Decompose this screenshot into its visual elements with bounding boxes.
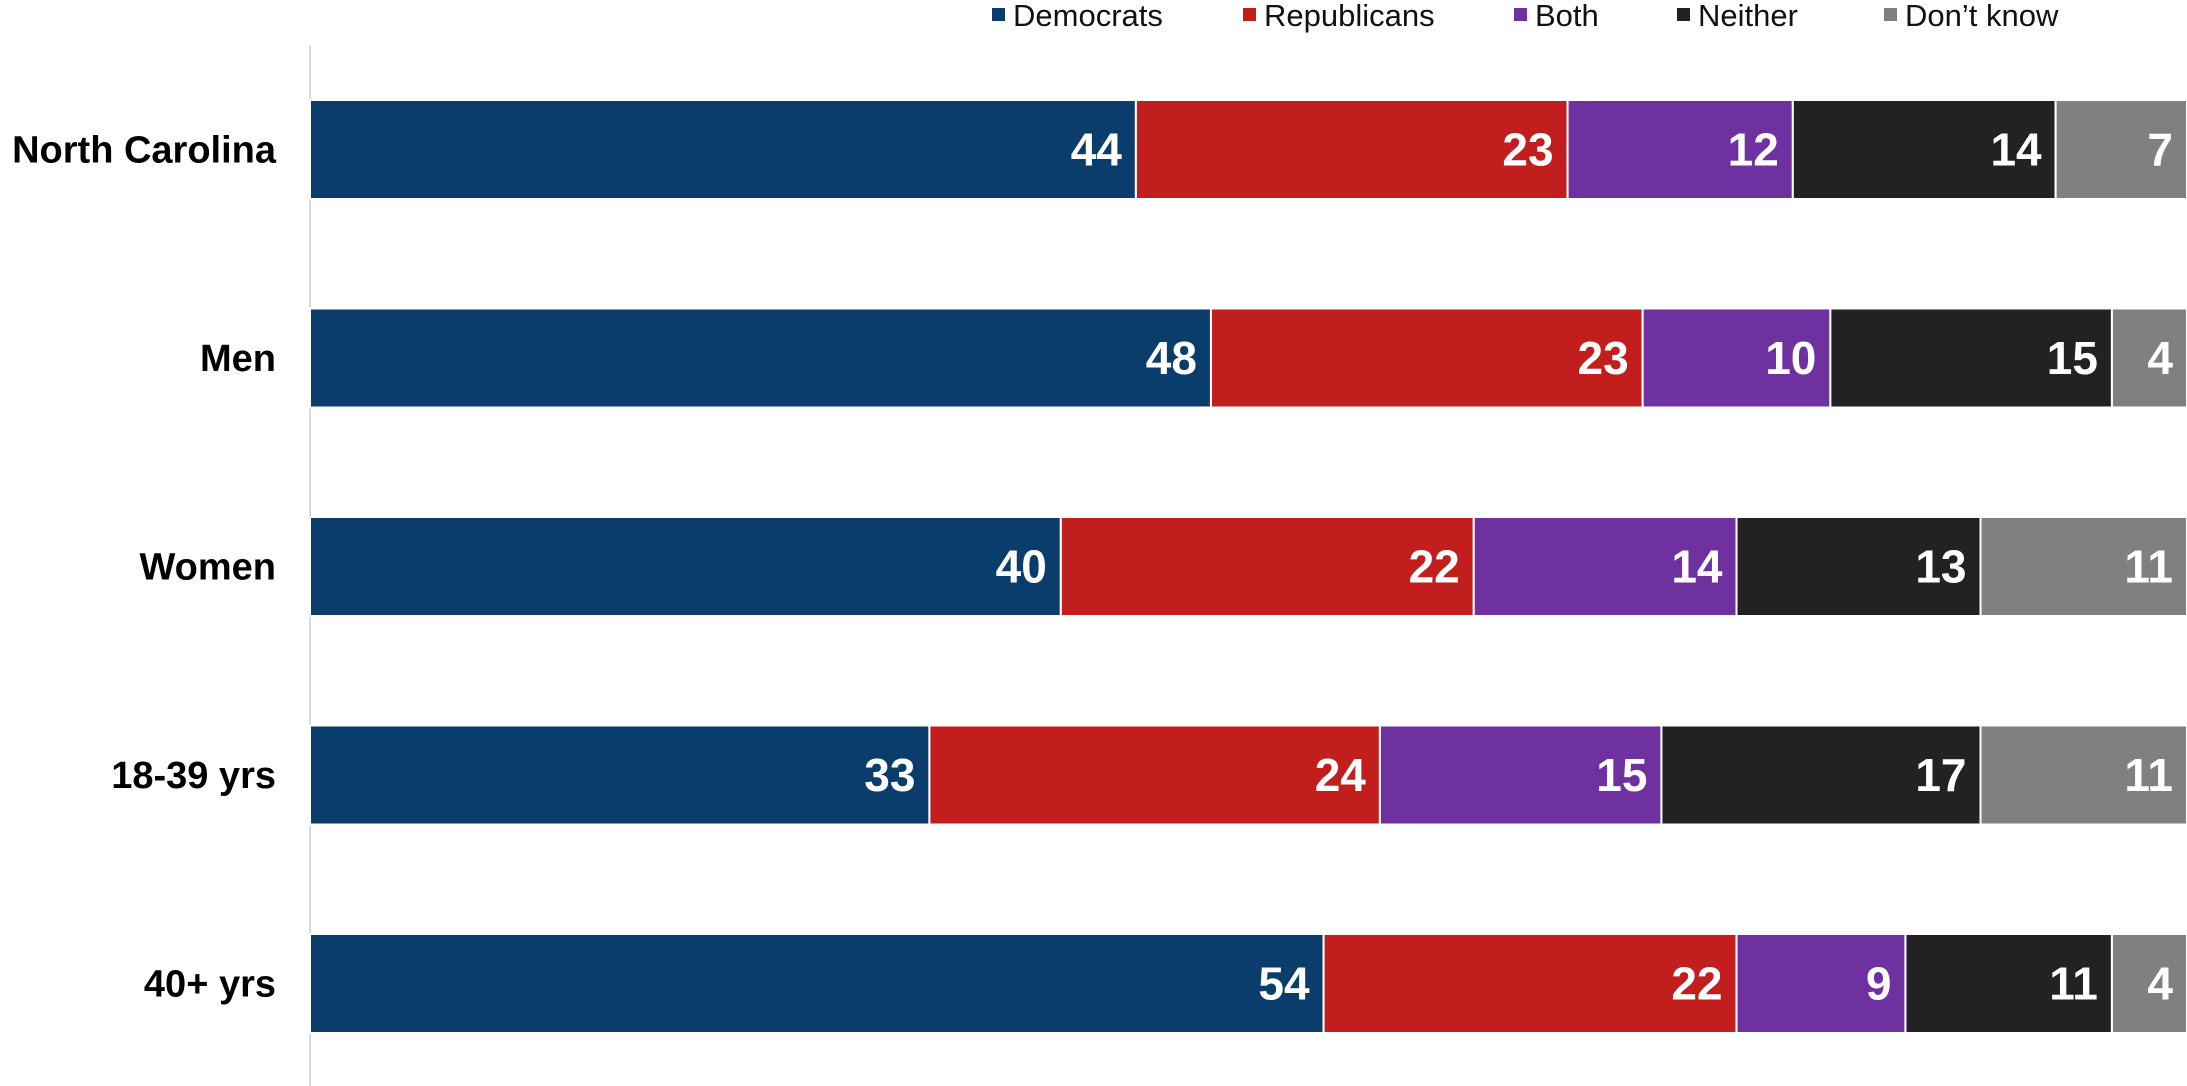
data-label-men-democrats: 48	[1146, 332, 1197, 384]
legend-label-republicans: Republicans	[1264, 0, 1435, 33]
bar-18-39-yrs-don-t-know	[1979, 724, 2187, 826]
data-label-40-yrs-democrats: 54	[1258, 958, 1310, 1010]
data-label-18-39-yrs-democrats: 33	[864, 749, 915, 801]
bar-40-yrs-don-t-know	[2110, 933, 2187, 1034]
data-label-men-neither: 15	[2047, 332, 2098, 384]
data-label-18-39-yrs-both: 15	[1596, 749, 1647, 801]
category-labels: North Carolina Men Women 18-39 yrs 40+ yrs	[12, 130, 277, 1006]
data-label-18-39-yrs-don-t-know: 11	[2124, 749, 2173, 801]
legend-swatch-democrats	[992, 8, 1005, 21]
category-label-north-carolina: North Carolina	[12, 130, 277, 172]
bar-40-yrs-neither	[1904, 933, 2113, 1034]
data-label-north-carolina-neither: 14	[1990, 124, 2042, 176]
legend-label-democrats: Democrats	[1013, 0, 1163, 33]
data-label-40-yrs-republicans: 22	[1671, 958, 1722, 1010]
bar-women-democrats	[309, 516, 1062, 617]
bar-north-carolina-both	[1566, 99, 1794, 200]
bar-18-39-yrs-republicans	[928, 724, 1381, 826]
legend-label-don-t-know: Don’t know	[1905, 0, 2059, 33]
data-label-men-both: 10	[1765, 332, 1816, 384]
bar-north-carolina-democrats	[309, 99, 1137, 200]
category-label-men: Men	[200, 338, 276, 380]
bar-men-republicans	[1209, 307, 1644, 409]
bar-18-39-yrs-both	[1378, 724, 1663, 826]
legend-swatch-republicans	[1243, 8, 1256, 21]
legend-swatch-don-t-know	[1884, 8, 1897, 21]
legend-swatch-both	[1514, 8, 1527, 21]
data-label-north-carolina-republicans: 23	[1502, 124, 1553, 176]
data-label-18-39-yrs-republicans: 24	[1315, 749, 1367, 801]
bar-40-yrs-democrats	[309, 933, 1325, 1034]
bar-18-39-yrs-democrats	[309, 724, 931, 826]
data-label-women-democrats: 40	[996, 541, 1047, 593]
bar-north-carolina-don-t-know	[2054, 99, 2187, 200]
bar-women-don-t-know	[1979, 516, 2187, 617]
data-label-north-carolina-don-t-know: 7	[2147, 124, 2173, 176]
bar-men-don-t-know	[2110, 307, 2187, 409]
data-label-women-don-t-know: 11	[2124, 541, 2173, 593]
legend-swatch-neither	[1677, 8, 1690, 21]
legend-label-neither: Neither	[1698, 0, 1798, 33]
legend: Democrats Republicans Both Neither Don’t kno…	[992, 0, 2059, 33]
data-label-40-yrs-don-t-know: 4	[2147, 958, 2173, 1010]
data-label-north-carolina-both: 12	[1728, 124, 1779, 176]
data-label-north-carolina-democrats: 44	[1071, 124, 1123, 176]
data-label-women-neither: 13	[1915, 541, 1966, 593]
data-label-18-39-yrs-neither: 17	[1915, 749, 1966, 801]
data-label-women-republicans: 22	[1409, 541, 1460, 593]
data-label-men-republicans: 23	[1577, 332, 1628, 384]
category-label-women: Women	[139, 547, 276, 589]
bar-men-neither	[1829, 307, 2113, 409]
data-label-40-yrs-neither: 11	[2049, 958, 2098, 1010]
bar-men-both	[1641, 307, 1832, 409]
bars: 44 23 12 14 7 48 23 10 15 4 40 22 14 13 11 33 24 15 17 11 54…	[309, 99, 2187, 1034]
bar-40-yrs-both	[1735, 933, 1907, 1034]
category-label-40-yrs: 40+ yrs	[144, 964, 276, 1006]
data-label-women-both: 14	[1671, 541, 1723, 593]
bar-40-yrs-republicans	[1322, 933, 1738, 1034]
data-label-men-don-t-know: 4	[2147, 332, 2173, 384]
bar-north-carolina-republicans	[1134, 99, 1569, 200]
bar-women-both	[1472, 516, 1738, 617]
data-label-40-yrs-both: 9	[1866, 958, 1892, 1010]
bar-north-carolina-neither	[1791, 99, 2057, 200]
category-label-18-39-yrs: 18-39 yrs	[111, 755, 276, 797]
bar-men-democrats	[309, 307, 1212, 409]
legend-label-both: Both	[1535, 0, 1599, 33]
